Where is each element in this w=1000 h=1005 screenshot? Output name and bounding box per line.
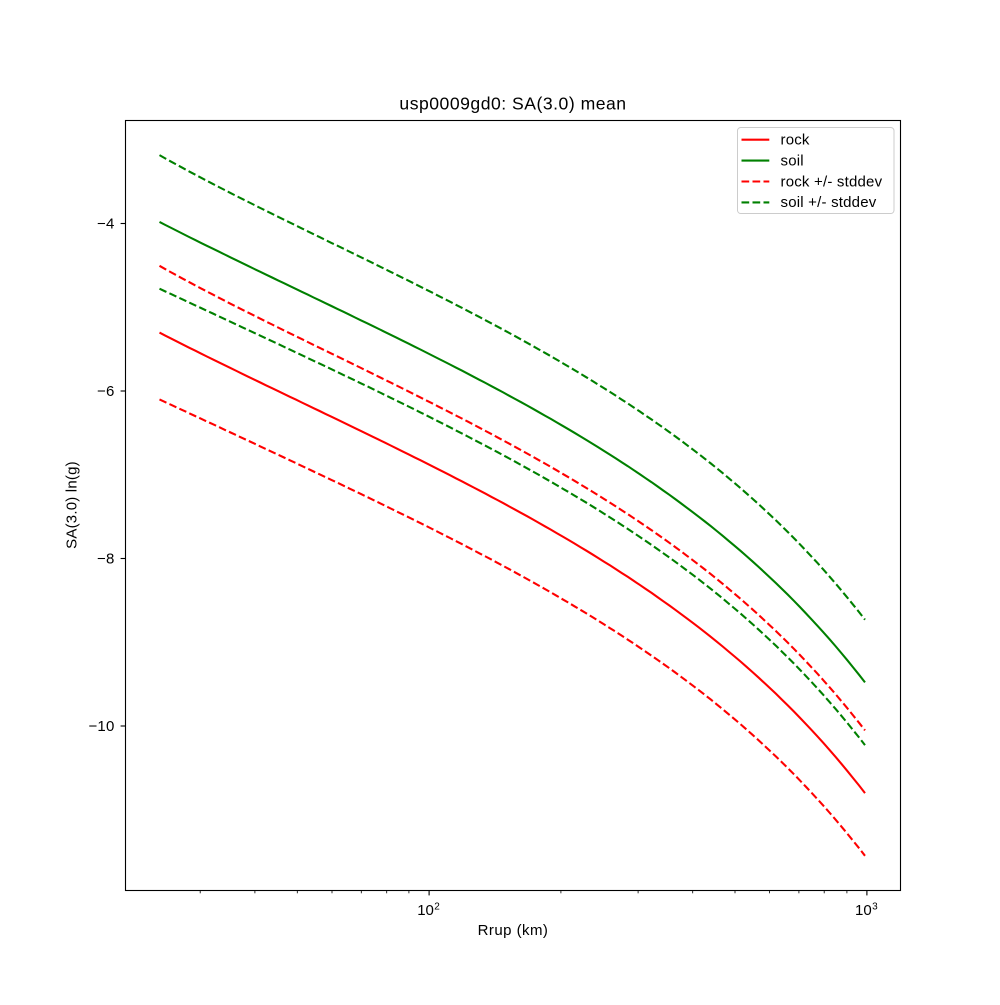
svg-text:Rrup (km): Rrup (km): [478, 922, 549, 939]
svg-text:rock +/- stddev: rock +/- stddev: [781, 173, 883, 190]
svg-text:2: 2: [434, 901, 440, 912]
svg-text:3: 3: [872, 901, 878, 912]
svg-text:SA(3.0) ln(g): SA(3.0) ln(g): [63, 461, 80, 549]
svg-text:soil +/- stddev: soil +/- stddev: [781, 194, 877, 211]
svg-text:rock: rock: [781, 132, 810, 149]
svg-text:−4: −4: [97, 215, 115, 232]
svg-text:−10: −10: [88, 718, 114, 735]
svg-text:usp0009gd0: SA(3.0) mean: usp0009gd0: SA(3.0) mean: [399, 94, 626, 114]
svg-text:10: 10: [417, 902, 434, 919]
svg-text:soil: soil: [781, 152, 804, 169]
svg-text:−6: −6: [97, 383, 115, 400]
svg-text:10: 10: [855, 902, 872, 919]
svg-text:−8: −8: [97, 550, 115, 567]
